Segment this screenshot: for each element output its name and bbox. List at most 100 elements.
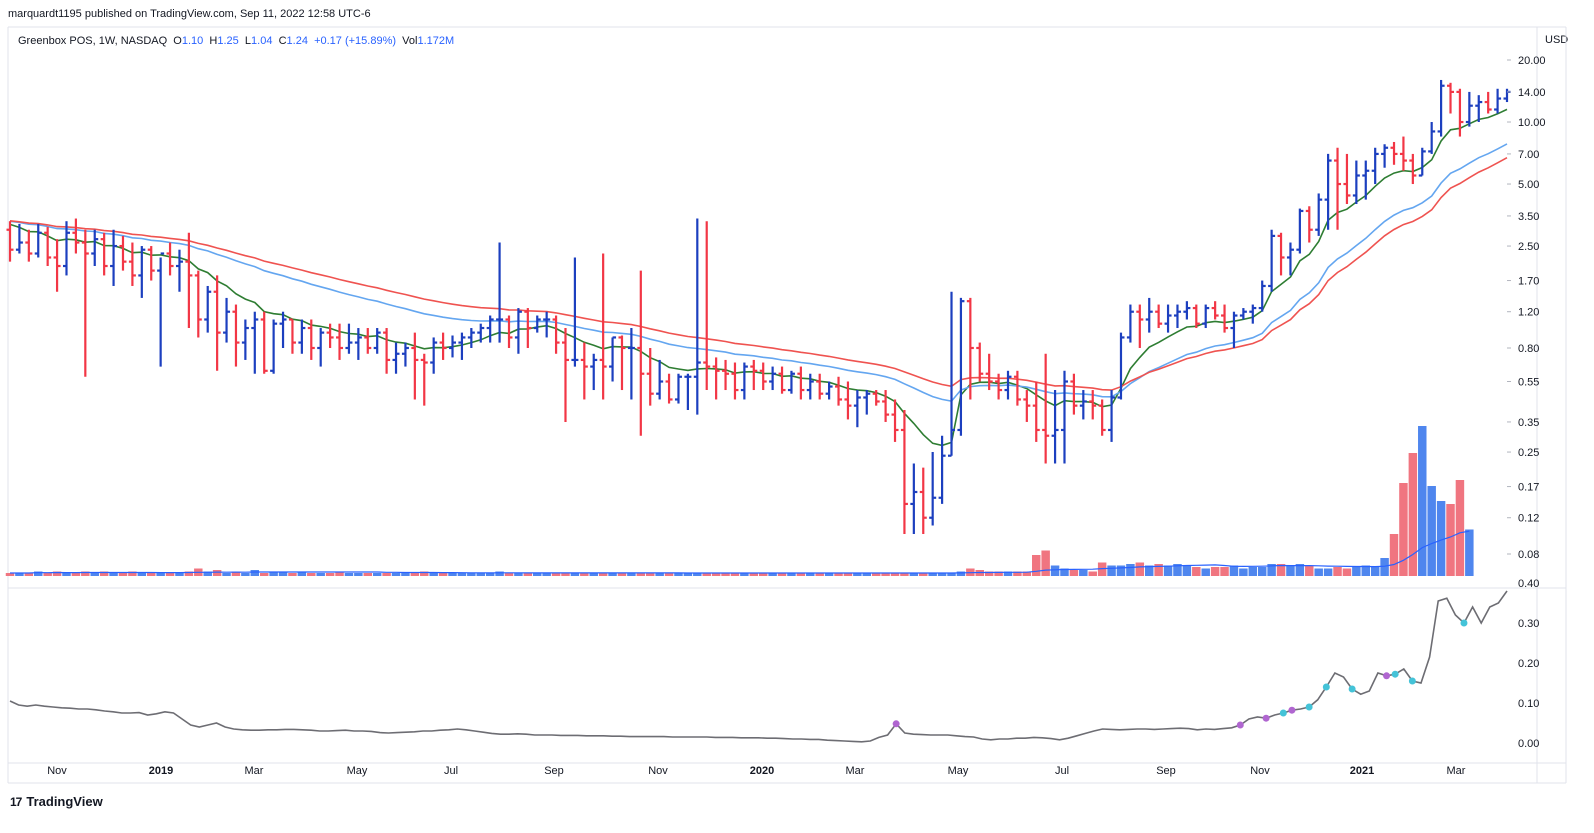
ma-medium-line xyxy=(9,143,1508,402)
ohlc-bar xyxy=(119,235,127,271)
ohlc-bar xyxy=(420,353,428,406)
ohlc-bar xyxy=(128,242,136,286)
volume-bar xyxy=(1144,565,1154,576)
volume-bar xyxy=(796,573,806,576)
ohlc-bar xyxy=(25,229,33,262)
volume-bar xyxy=(693,573,702,576)
ohlc-bar xyxy=(674,373,682,404)
volume-bar xyxy=(1173,564,1182,576)
ohlc-bar xyxy=(976,342,984,382)
volume-bar xyxy=(1126,564,1135,576)
oscillator-signal-dot xyxy=(1322,683,1330,691)
ohlc-bar xyxy=(100,232,108,276)
volume-bar xyxy=(1182,565,1192,576)
time-tick-label: 2019 xyxy=(149,765,173,777)
volume-bar xyxy=(1257,567,1267,576)
ohlc-bar xyxy=(138,246,146,298)
ohlc-bar xyxy=(458,332,466,360)
oscillator-tick-label: 0.40 xyxy=(1518,578,1539,590)
ohlc-bar xyxy=(1399,136,1407,171)
volume-bar xyxy=(1314,568,1323,576)
volume-bar xyxy=(212,570,222,576)
ohlc-bar xyxy=(1465,91,1473,127)
ohlc-bar xyxy=(919,467,927,535)
currency-label[interactable]: USD xyxy=(1545,34,1569,46)
time-axis[interactable]: Nov 2019 Mar May Jul Sep Nov 2020 Mar May Jul Sep No… xyxy=(47,765,1466,777)
time-tick-label: May xyxy=(948,765,969,777)
ohlc-bar xyxy=(1098,399,1106,436)
ohlc-bar xyxy=(863,390,871,415)
time-tick-label: Mar xyxy=(846,765,865,777)
oscillator-signal-dot xyxy=(1279,709,1287,717)
volume-bar xyxy=(175,573,184,576)
ohlc-bar xyxy=(505,315,513,348)
ohlc-bar xyxy=(411,332,419,400)
ohlc-bar xyxy=(872,390,880,406)
ohlc-bar xyxy=(317,328,325,367)
volume-bar xyxy=(1088,571,1097,576)
volume-bar xyxy=(1135,562,1145,576)
tradingview-brand[interactable]: 17 TradingView xyxy=(10,794,103,809)
ohlc-bar xyxy=(223,297,231,343)
volume-bar xyxy=(919,573,928,576)
ohlc-bar xyxy=(1286,242,1294,276)
ohlc-bar xyxy=(467,328,475,348)
ohlc-bar xyxy=(590,353,598,391)
open-value: 1.10 xyxy=(181,35,204,47)
volume-bar xyxy=(777,573,787,576)
ohlc-bar xyxy=(1447,82,1455,114)
ohlc-bar xyxy=(1117,332,1125,400)
ohlc-bar xyxy=(524,308,532,348)
volume-value: 1.172M xyxy=(417,35,455,47)
ohlc-bar xyxy=(279,311,287,348)
time-tick-label: May xyxy=(347,765,368,777)
ohlc-bar xyxy=(439,332,447,360)
volume-bar xyxy=(787,573,796,576)
volume-bar xyxy=(947,573,956,576)
oscillator-tick-label: 0.10 xyxy=(1518,698,1539,710)
price-tick-label: 3.50 xyxy=(1518,211,1539,223)
close-value: 1.24 xyxy=(286,35,308,47)
time-tick-label: Mar xyxy=(245,765,264,777)
ohlc-bar xyxy=(1418,147,1426,177)
volume-bar xyxy=(984,571,994,576)
ohlc-bar xyxy=(618,335,626,391)
ohlc-bar xyxy=(1390,141,1398,165)
oscillator-axis[interactable]: 0.40 0.30 0.20 0.10 0.00 xyxy=(1518,578,1539,750)
time-tick-label: 2021 xyxy=(1350,765,1374,777)
ohlc-bar xyxy=(1258,280,1266,312)
ohlc-bar xyxy=(910,463,918,535)
volume-bar xyxy=(551,573,561,576)
volume-bar xyxy=(1380,558,1389,576)
ohlc-bar xyxy=(1484,91,1492,114)
time-tick-label: Mar xyxy=(1447,765,1466,777)
volume-bar xyxy=(15,573,24,576)
volume-bar xyxy=(363,573,373,576)
ohlc-bar xyxy=(787,370,795,394)
ohlc-bar xyxy=(1136,304,1144,348)
ohlc-bar xyxy=(213,275,221,371)
volume-bar xyxy=(608,573,617,576)
volume-bar xyxy=(928,573,937,576)
volume-bar xyxy=(1323,568,1333,576)
ohlc-bar xyxy=(449,335,457,358)
price-tick-label: 7.00 xyxy=(1518,149,1539,161)
ohlc-bar xyxy=(835,376,843,406)
symbol-title[interactable]: Greenbox POS, 1W, NASDAQ xyxy=(18,35,168,47)
ohlc-bar xyxy=(204,285,212,333)
ohlc-bar xyxy=(260,311,268,374)
ohlc-bar xyxy=(62,221,70,276)
ohlc-bar xyxy=(825,381,833,400)
low-label: L xyxy=(244,35,252,47)
ohlc-bar xyxy=(392,342,400,374)
ohlc-bar xyxy=(646,347,654,406)
volume-bar xyxy=(806,573,815,576)
oscillator-signal-dot xyxy=(1391,670,1399,678)
volume-bar xyxy=(1427,486,1436,576)
price-axis[interactable]: 20.00 14.00 10.00 7.00 5.00 3.50 2.50 1.70 1.20 0… xyxy=(1507,55,1546,561)
volume-bar xyxy=(1295,564,1305,576)
ohlc-bar xyxy=(383,328,391,374)
open-label: O xyxy=(173,35,182,47)
volume-bar xyxy=(420,571,429,576)
